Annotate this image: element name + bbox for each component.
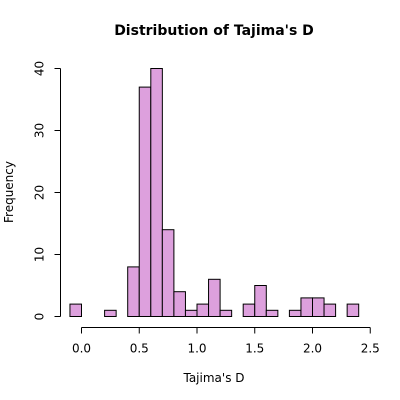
- histogram-bar: [288, 309, 302, 317]
- y-axis: 0 10 20 30 40: [33, 61, 61, 320]
- histogram-bar: [69, 303, 82, 318]
- y-tick-label: 40: [33, 61, 47, 76]
- histogram-bar: [196, 303, 210, 318]
- histogram-bar: [219, 309, 233, 317]
- x-tick-label: 1.0: [187, 342, 206, 356]
- histogram-bar: [254, 285, 267, 317]
- x-axis-label: Tajima's D: [182, 371, 244, 385]
- histogram-bar: [104, 309, 117, 317]
- histogram-bar: [312, 297, 325, 317]
- histogram-bar: [161, 229, 175, 317]
- histogram-bar: [127, 266, 140, 317]
- x-tick-label: 0.5: [130, 342, 149, 356]
- histogram-bar: [323, 303, 337, 318]
- histogram-bar: [346, 303, 360, 318]
- histogram-bar: [300, 297, 314, 317]
- histogram-bar: [208, 278, 221, 317]
- y-tick-label: 0: [33, 313, 47, 321]
- y-tick-label: 10: [33, 247, 47, 262]
- y-tick-label: 30: [33, 123, 47, 138]
- bars-group: [69, 68, 360, 318]
- x-tick-label: 0.0: [72, 342, 91, 356]
- histogram-bar: [184, 309, 198, 317]
- histogram-bar: [242, 303, 256, 318]
- y-axis-label: Frequency: [2, 161, 16, 223]
- x-tick-label: 1.5: [245, 342, 264, 356]
- histogram-bar: [138, 86, 152, 317]
- x-tick-label: 2.5: [361, 342, 380, 356]
- histogram-bar: [265, 309, 279, 317]
- x-tick-label: 2.0: [303, 342, 322, 356]
- x-axis: 0.0 0.5 1.0 1.5 2.0 2.5: [72, 327, 380, 356]
- y-tick-label: 20: [33, 185, 47, 200]
- histogram-bar: [173, 291, 186, 318]
- histogram-bar: [150, 68, 163, 317]
- chart-title: Distribution of Tajima's D: [114, 23, 314, 39]
